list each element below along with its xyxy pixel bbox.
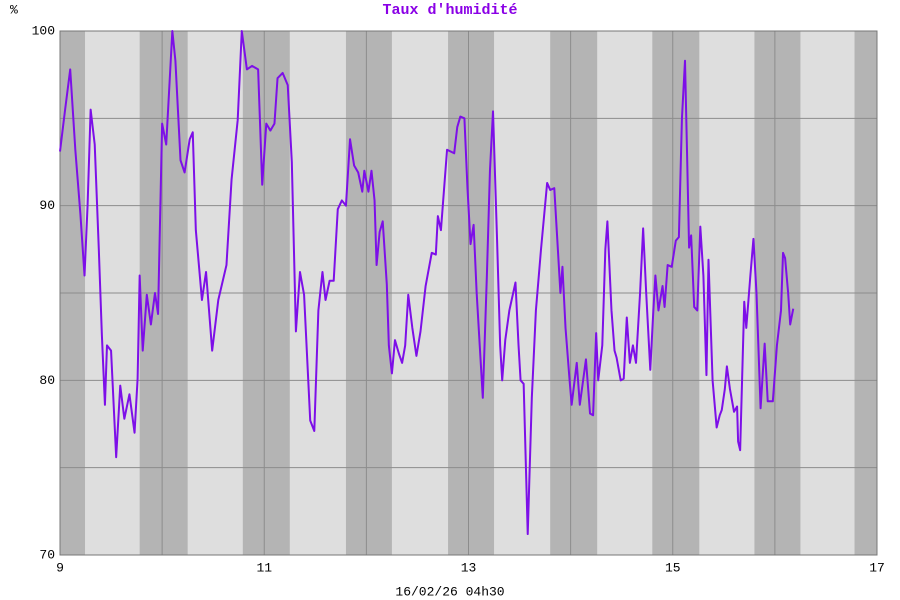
x-tick-label: 11 bbox=[256, 560, 272, 575]
plot-frame bbox=[59, 30, 878, 556]
chart-title: Taux d'humidité bbox=[382, 2, 517, 19]
y-tick-label: 100 bbox=[32, 23, 55, 38]
y-axis-label: % bbox=[10, 2, 18, 17]
x-tick-label: 9 bbox=[56, 560, 64, 575]
humidity-line bbox=[59, 30, 795, 536]
x-tick-label: 17 bbox=[869, 560, 885, 575]
y-tick-label: 70 bbox=[39, 547, 55, 562]
y-tick-label: 90 bbox=[39, 198, 55, 213]
y-tick-label: 80 bbox=[39, 373, 55, 388]
x-tick-label: 13 bbox=[461, 560, 477, 575]
x-tick-label: 15 bbox=[665, 560, 681, 575]
x-axis-label: 16/02/26 04h30 bbox=[395, 584, 504, 599]
